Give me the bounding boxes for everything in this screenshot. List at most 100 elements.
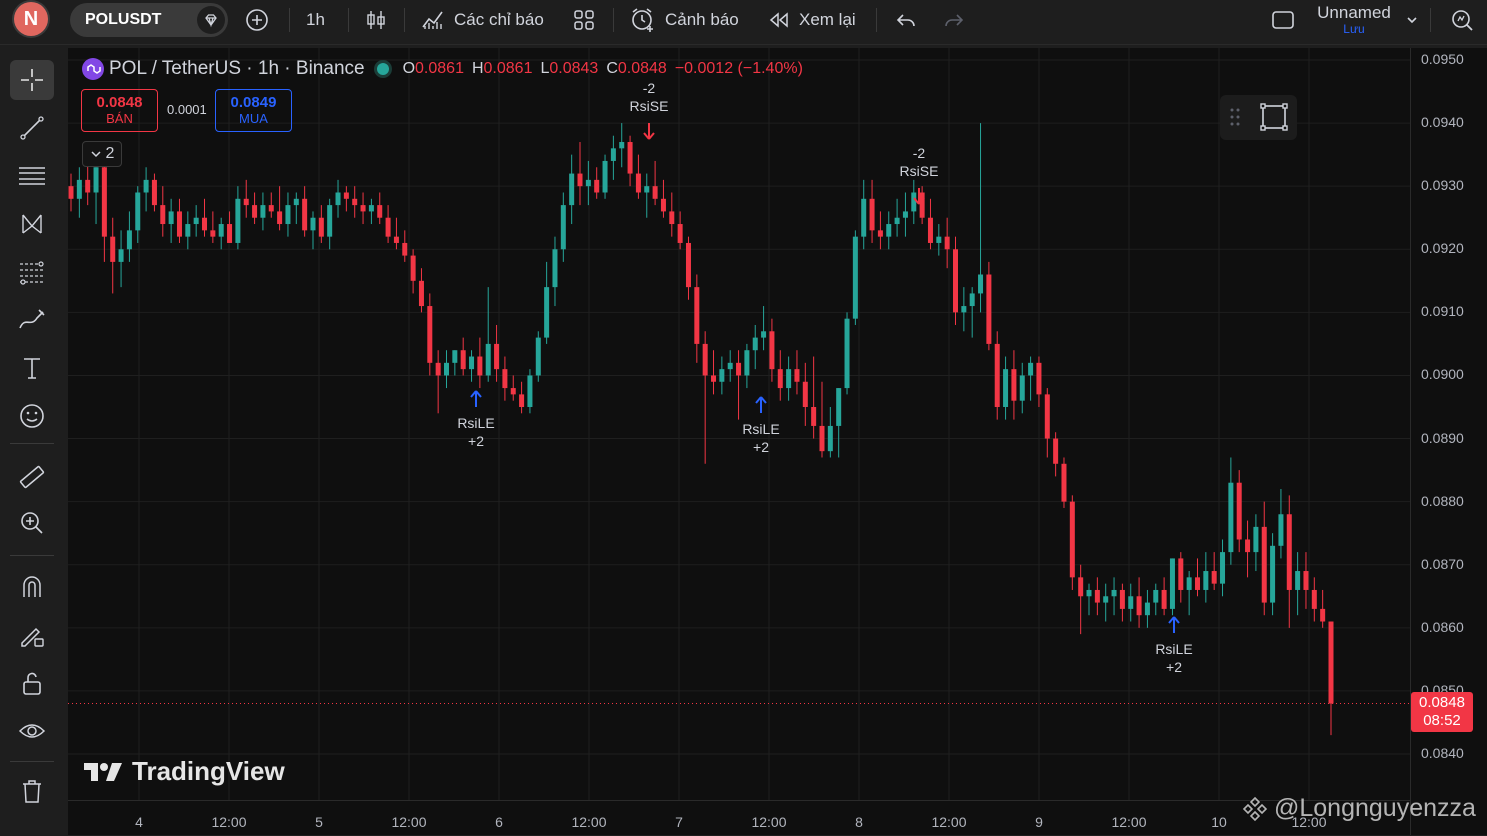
trend-line-tool[interactable] bbox=[10, 108, 54, 148]
candle bbox=[1128, 583, 1134, 622]
chart-pane[interactable]: RsiLE +2 RsiLE +2 RsiLE +2 RsiSE -2 RsiSE -2 0.09… bbox=[68, 48, 1487, 835]
candle-body bbox=[936, 236, 942, 243]
indicators-collapse-button[interactable]: 2 bbox=[82, 141, 122, 167]
drag-handle-icon[interactable] bbox=[1228, 107, 1242, 127]
indicator-count: 2 bbox=[105, 145, 115, 162]
undo-button[interactable] bbox=[894, 0, 918, 40]
candle-body bbox=[1278, 514, 1284, 546]
unlock-icon bbox=[23, 672, 41, 695]
layout-name-block[interactable]: Unnamed Lưu bbox=[1314, 4, 1394, 37]
hide-drawings-tool[interactable] bbox=[10, 711, 54, 751]
zoom-tool[interactable] bbox=[10, 503, 54, 543]
pattern-tool[interactable] bbox=[10, 204, 54, 244]
candle-body bbox=[277, 211, 283, 225]
candle-body bbox=[218, 224, 224, 237]
price-chart[interactable]: RsiLE +2 RsiLE +2 RsiLE +2 RsiSE -2 RsiSE -2 bbox=[68, 48, 1487, 835]
candle bbox=[594, 167, 600, 199]
pencil-lock-icon bbox=[21, 627, 44, 647]
measure-tool[interactable] bbox=[10, 457, 54, 497]
emoji-tool[interactable] bbox=[10, 396, 54, 436]
save-label[interactable]: Lưu bbox=[1343, 22, 1365, 36]
layout-select-button[interactable] bbox=[1270, 0, 1296, 40]
candle-body bbox=[110, 236, 116, 262]
candle bbox=[318, 205, 324, 243]
tradingview-logo-icon bbox=[84, 762, 122, 781]
candle bbox=[1078, 564, 1084, 635]
redo-button[interactable] bbox=[942, 0, 966, 40]
time-axis-label: 12:00 bbox=[751, 814, 787, 830]
alerts-button[interactable]: Cảnh báo bbox=[629, 0, 739, 40]
candle-body bbox=[719, 369, 725, 382]
candle bbox=[685, 236, 691, 300]
pol-logo-icon bbox=[82, 58, 104, 80]
candle-body bbox=[644, 186, 650, 193]
candle-body bbox=[510, 388, 516, 395]
candle-body bbox=[160, 205, 166, 225]
text-tool[interactable] bbox=[10, 348, 54, 388]
candle-body bbox=[802, 381, 808, 407]
text-icon bbox=[24, 358, 40, 379]
short-entry-signal[interactable]: RsiSE -2 bbox=[630, 80, 669, 140]
buy-button[interactable]: 0.0849 MUA bbox=[215, 89, 292, 132]
candle-body bbox=[101, 167, 107, 237]
alerts-label: Cảnh báo bbox=[665, 10, 739, 29]
candle bbox=[627, 135, 633, 187]
chart-type-button[interactable] bbox=[364, 0, 388, 40]
long-entry-signal[interactable]: RsiLE +2 bbox=[742, 396, 780, 455]
time-axis-label: 12:00 bbox=[571, 814, 607, 830]
candle-body bbox=[594, 179, 600, 193]
candle bbox=[769, 318, 775, 382]
magnet-tool[interactable] bbox=[10, 567, 54, 607]
candle bbox=[886, 211, 892, 250]
gem-icon[interactable] bbox=[197, 6, 225, 34]
candle-body bbox=[76, 179, 82, 199]
candle bbox=[243, 179, 249, 218]
interval-button[interactable]: 1h bbox=[306, 0, 325, 40]
horizontal-lines-tool[interactable] bbox=[10, 156, 54, 196]
candle bbox=[1169, 558, 1175, 616]
stay-drawing-tool[interactable] bbox=[10, 615, 54, 655]
rectangle-select-icon[interactable] bbox=[1258, 101, 1290, 133]
templates-button[interactable] bbox=[572, 0, 596, 40]
indicators-button[interactable]: Các chỉ báo bbox=[420, 0, 544, 40]
candle bbox=[218, 217, 224, 250]
candle-body bbox=[861, 198, 867, 237]
tradingview-logo[interactable]: TradingView bbox=[84, 756, 285, 787]
crosshair-tool[interactable] bbox=[10, 60, 54, 100]
candle bbox=[310, 211, 316, 250]
brush-tool[interactable] bbox=[10, 300, 54, 340]
candles-icon bbox=[367, 11, 385, 29]
candle bbox=[235, 186, 241, 250]
candle-body bbox=[1228, 482, 1234, 553]
candle bbox=[827, 407, 833, 458]
fib-tool[interactable] bbox=[10, 252, 54, 292]
symbol-title[interactable]: POL / TetherUS · 1h · Binance bbox=[109, 58, 365, 79]
candle-body bbox=[1178, 558, 1184, 590]
search-icon bbox=[1452, 10, 1473, 31]
layout-menu-chevron[interactable] bbox=[1404, 0, 1420, 40]
symbol-search-button[interactable]: POLUSDT bbox=[70, 3, 228, 37]
remove-drawings-tool[interactable] bbox=[10, 771, 54, 811]
replay-button[interactable]: Xem lại bbox=[767, 0, 856, 40]
candle bbox=[68, 173, 74, 212]
candle-body bbox=[327, 205, 333, 237]
lock-drawings-tool[interactable] bbox=[10, 663, 54, 703]
time-axis[interactable]: 4 12:00 5 12:00 6 12:00 7 12:00 8 12:00 9 12:00 10 12… bbox=[68, 800, 1410, 836]
sell-button[interactable]: 0.0848 BÁN bbox=[81, 89, 158, 132]
candle bbox=[610, 135, 616, 180]
market-status-dot[interactable] bbox=[376, 63, 389, 75]
quick-search-button[interactable] bbox=[1449, 0, 1475, 40]
price-axis[interactable]: 0.0950 0.0940 0.0930 0.0920 0.0910 0.0900 0.08… bbox=[1410, 48, 1487, 835]
candle-body bbox=[202, 217, 208, 231]
compare-symbol-button[interactable] bbox=[244, 0, 270, 40]
long-entry-signal[interactable]: RsiLE +2 bbox=[1155, 616, 1193, 675]
candle bbox=[1286, 495, 1292, 628]
arrow-down-icon bbox=[913, 188, 925, 205]
candle bbox=[869, 179, 875, 243]
long-entry-signal[interactable]: RsiLE +2 bbox=[457, 390, 495, 449]
time-axis-label: 10 bbox=[1211, 814, 1227, 830]
user-avatar[interactable]: N bbox=[14, 2, 48, 36]
short-entry-signal[interactable]: RsiSE -2 bbox=[900, 145, 939, 205]
candle-body bbox=[126, 230, 132, 250]
candle bbox=[227, 211, 233, 243]
